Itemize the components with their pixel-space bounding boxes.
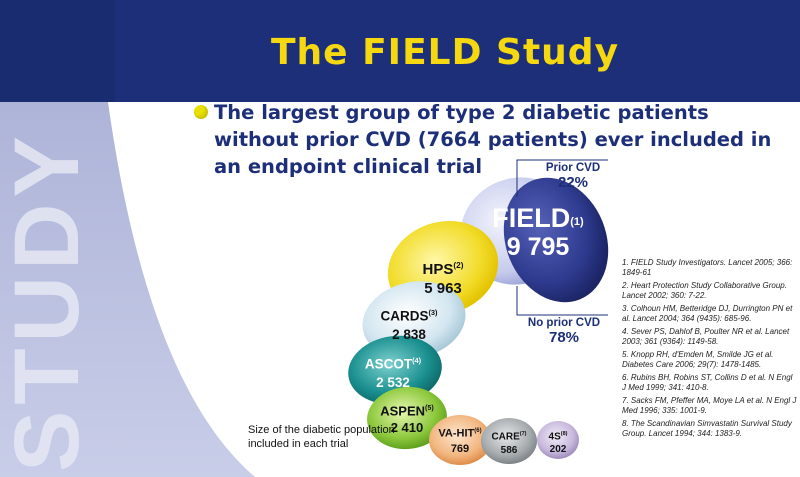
ascot-ellipse xyxy=(348,335,442,405)
trial-value-cards: 2 838 xyxy=(392,326,426,342)
reference-item: 4. Sever PS, Dahlof B, Poulter NR et al.… xyxy=(622,327,790,346)
no-prior-cvd-label: No prior CVD 78% xyxy=(522,317,606,346)
prior-cvd-percent: 22% xyxy=(557,174,589,191)
title-highlight: FIELD xyxy=(362,32,483,73)
reference-item: 2. Heart Protection Study Collaborative … xyxy=(622,281,787,300)
trial-label-ascot: ASCOT(4) 2 532 xyxy=(355,352,431,392)
trial-value-vahit: 769 xyxy=(450,442,470,455)
trial-value-care: 586 xyxy=(500,445,518,457)
header-band xyxy=(0,0,800,102)
reference-item: 6. Rubins BH, Robins ST, Collins D et al… xyxy=(622,373,793,392)
trial-label-vahit: VA-HIT(6) 769 xyxy=(431,424,489,457)
trial-label-aspen: ASPEN(5) 2 410 xyxy=(372,400,442,436)
field-name: FIELD xyxy=(492,203,571,233)
reference-item: 3. Colhoun HM, Betteridge DJ, Durrington… xyxy=(622,304,793,323)
trial-label-cards: CARDS(3) 2 838 xyxy=(369,304,449,344)
vahit-ellipse xyxy=(429,415,491,465)
field-no-prior-cvd-ellipse xyxy=(503,177,609,303)
references-list: 1. FIELD Study Investigators. Lancet 200… xyxy=(622,258,797,442)
trial-label-care: CARE(7) 586 xyxy=(484,427,534,458)
trial-value-hps: 5 963 xyxy=(424,280,462,297)
no-prior-cvd-percent: 78% xyxy=(548,329,580,346)
trial-label-hps: HPS(2) 5 963 xyxy=(408,256,478,298)
bullet-text: The largest group of type 2 diabetic pat… xyxy=(214,101,772,178)
prior-cvd-label: Prior CVD 22% xyxy=(538,162,608,191)
study-watermark: STUDY xyxy=(0,130,98,472)
reference-item: 5. Knopp RH, d'Emden M, Smilde JG et al.… xyxy=(622,350,774,369)
prior-cvd-bracket xyxy=(516,159,608,197)
field-label: FIELD(1) 9 795 xyxy=(478,204,598,262)
reference-item: 1. FIELD Study Investigators. Lancet 200… xyxy=(622,258,793,277)
title-part2: Study xyxy=(482,32,620,73)
no-prior-cvd-bracket xyxy=(516,286,608,316)
trial-value-4s: 202 xyxy=(549,444,567,456)
field-ref: (1) xyxy=(570,216,584,228)
trial-value-aspen: 2 410 xyxy=(390,420,424,436)
4s-ellipse xyxy=(537,421,579,459)
slide-title: The FIELD Study xyxy=(0,32,800,73)
trial-value-ascot: 2 532 xyxy=(376,374,410,390)
chart-caption: Size of the diabetic population included… xyxy=(248,424,395,450)
trial-label-4s: 4S(8) 202 xyxy=(540,428,576,456)
field-value: 9 795 xyxy=(506,233,570,261)
title-part1: The xyxy=(270,32,363,73)
aspen-ellipse xyxy=(367,386,447,450)
reference-item: 8. The Scandinavian Simvastatin Survival… xyxy=(622,419,792,438)
care-ellipse xyxy=(481,418,537,464)
bullet-dot-icon xyxy=(194,105,208,119)
left-band xyxy=(0,102,255,477)
reference-item: 7. Sacks FM, Pfeffer MA, Moye LA et al. … xyxy=(622,396,797,415)
